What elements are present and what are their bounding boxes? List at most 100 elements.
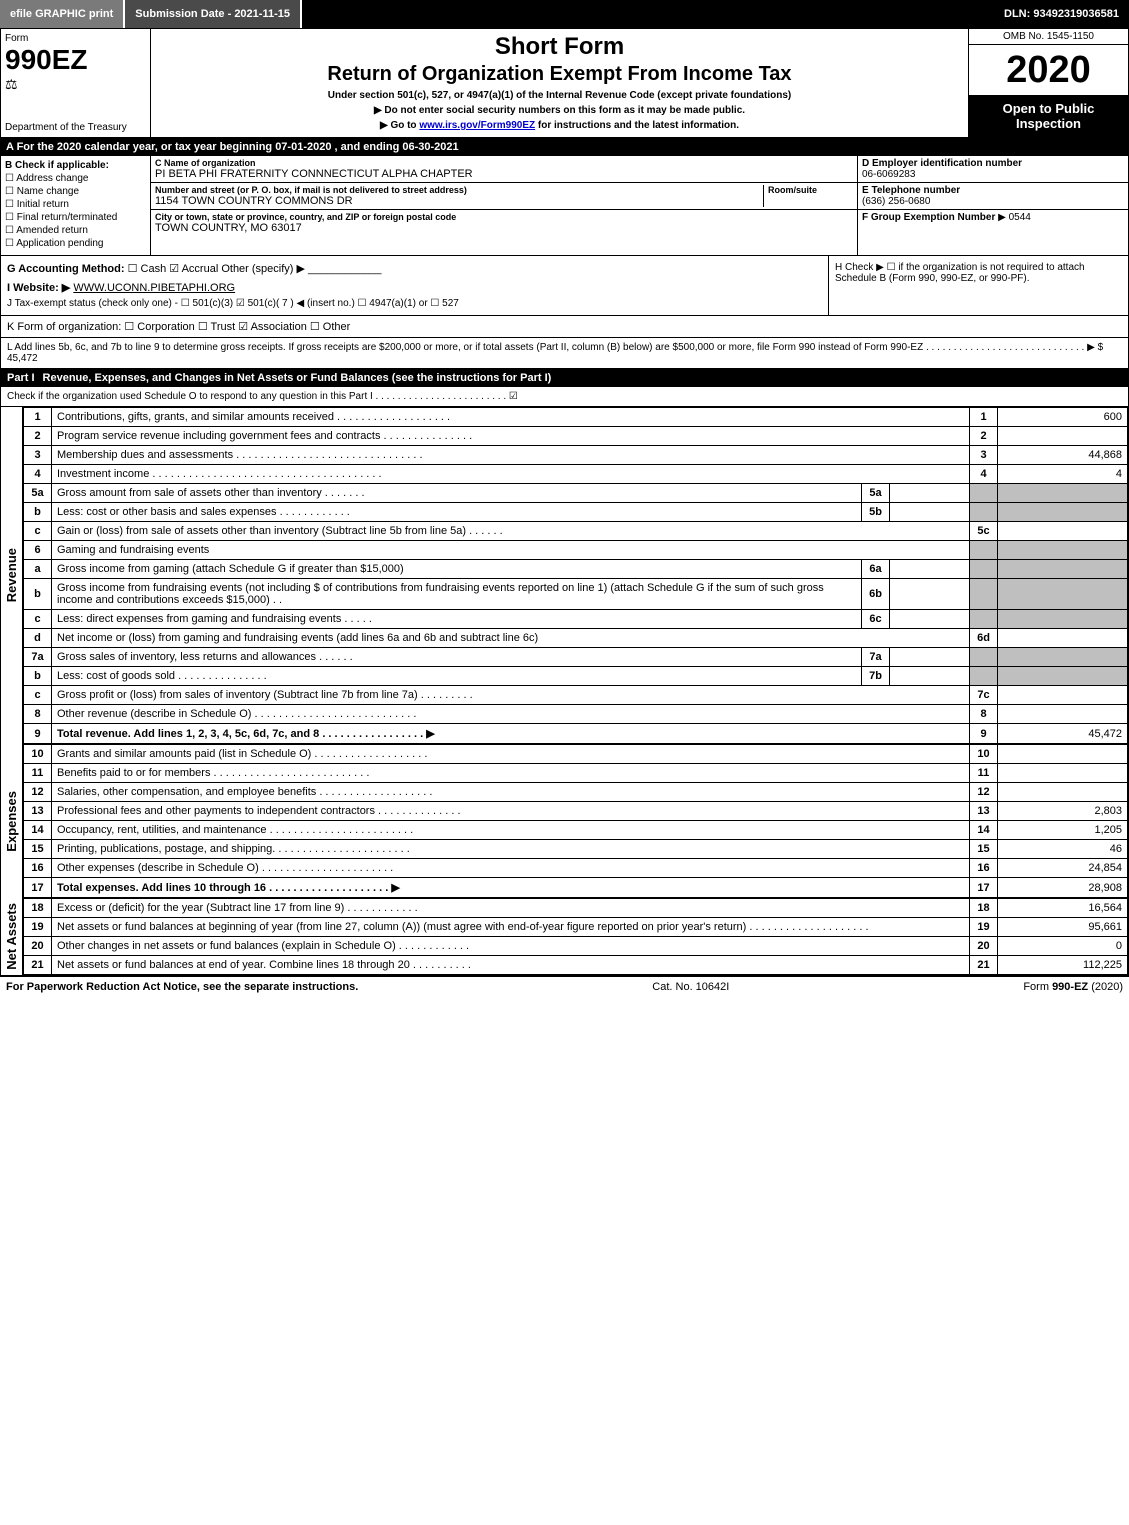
- tel-label: E Telephone number: [862, 185, 1124, 196]
- subtitle-warn: ▶ Do not enter social security numbers o…: [157, 105, 962, 116]
- table-row: 5aGross amount from sale of assets other…: [24, 484, 1128, 503]
- street-label: Number and street (or P. O. box, if mail…: [155, 185, 763, 195]
- header-middle: Short Form Return of Organization Exempt…: [151, 29, 968, 137]
- table-row: 4Investment income . . . . . . . . . . .…: [24, 465, 1128, 484]
- goto-link[interactable]: www.irs.gov/Form990EZ: [419, 120, 535, 131]
- header-right: OMB No. 1545-1150 2020 Open to Public In…: [968, 29, 1128, 137]
- row-g-h: G Accounting Method: ☐ Cash ☑ Accrual Ot…: [0, 256, 1129, 316]
- line-h: H Check ▶ ☐ if the organization is not r…: [828, 256, 1128, 315]
- form-word: Form: [5, 33, 146, 44]
- efile-print-button[interactable]: efile GRAPHIC print: [0, 0, 125, 28]
- part-1-tag: Part I: [7, 372, 43, 384]
- revenue-side-label: Revenue: [1, 407, 23, 744]
- table-row: bGross income from fundraising events (n…: [24, 579, 1128, 610]
- topbar-spacer: [302, 0, 994, 28]
- line-k: K Form of organization: ☐ Corporation ☐ …: [0, 316, 1129, 338]
- table-row: 2Program service revenue including gover…: [24, 427, 1128, 446]
- city-value: TOWN COUNTRY, MO 63017: [155, 222, 853, 234]
- goto-pre: ▶ Go to: [380, 120, 419, 131]
- room-label: Room/suite: [768, 185, 853, 195]
- tax-year: 2020: [969, 45, 1128, 95]
- table-row: 13Professional fees and other payments t…: [24, 802, 1128, 821]
- form-header: Form 990EZ ⚖ Department of the Treasury …: [0, 28, 1129, 138]
- ein-label: D Employer identification number: [862, 158, 1124, 169]
- period-bar: A For the 2020 calendar year, or tax yea…: [0, 138, 1129, 156]
- chk-amended-return[interactable]: Amended return: [5, 225, 146, 236]
- box-b: B Check if applicable: Address change Na…: [1, 156, 151, 255]
- table-row: 14Occupancy, rent, utilities, and mainte…: [24, 821, 1128, 840]
- chk-address-change[interactable]: Address change: [5, 173, 146, 184]
- table-row: 8Other revenue (describe in Schedule O) …: [24, 705, 1128, 724]
- table-row: 6Gaming and fundraising events: [24, 541, 1128, 560]
- footer-right: Form 990-EZ (2020): [1023, 981, 1123, 993]
- table-row: 1Contributions, gifts, grants, and simil…: [24, 408, 1128, 427]
- org-name-label: C Name of organization: [155, 158, 853, 168]
- expenses-table: 10Grants and similar amounts paid (list …: [23, 744, 1128, 898]
- table-row: 15Printing, publications, postage, and s…: [24, 840, 1128, 859]
- line-g-cash[interactable]: Cash: [141, 263, 167, 275]
- expenses-side-label: Expenses: [1, 744, 23, 898]
- title-short-form: Short Form: [157, 33, 962, 61]
- line-g-other[interactable]: Other (specify) ▶: [221, 263, 305, 275]
- table-row: 3Membership dues and assessments . . . .…: [24, 446, 1128, 465]
- table-row: aGross income from gaming (attach Schedu…: [24, 560, 1128, 579]
- expenses-block: Expenses 10Grants and similar amounts pa…: [0, 744, 1129, 898]
- department-label: Department of the Treasury: [5, 122, 146, 133]
- line-i-label: I Website: ▶: [7, 282, 70, 294]
- footer-left: For Paperwork Reduction Act Notice, see …: [6, 981, 358, 993]
- submission-date: Submission Date - 2021-11-15: [125, 0, 302, 28]
- table-row: bLess: cost or other basis and sales exp…: [24, 503, 1128, 522]
- line-g-label: G Accounting Method:: [7, 263, 125, 275]
- table-row: dNet income or (loss) from gaming and fu…: [24, 629, 1128, 648]
- line-j: J Tax-exempt status (check only one) - ☐…: [7, 298, 822, 309]
- goto-post: for instructions and the latest informat…: [535, 120, 739, 131]
- part-1-check: Check if the organization used Schedule …: [0, 387, 1129, 407]
- revenue-table: 1Contributions, gifts, grants, and simil…: [23, 407, 1128, 744]
- line-l: L Add lines 5b, 6c, and 7b to line 9 to …: [0, 338, 1129, 369]
- box-d: D Employer identification number 06-6069…: [858, 156, 1128, 255]
- table-row: 17Total expenses. Add lines 10 through 1…: [24, 878, 1128, 898]
- page-footer: For Paperwork Reduction Act Notice, see …: [0, 976, 1129, 997]
- omb-number: OMB No. 1545-1150: [969, 29, 1128, 45]
- table-row: 19Net assets or fund balances at beginni…: [24, 918, 1128, 937]
- tel-value: (636) 256-0680: [862, 196, 1124, 207]
- open-to-public: Open to Public Inspection: [969, 95, 1128, 137]
- table-row: 16Other expenses (describe in Schedule O…: [24, 859, 1128, 878]
- table-row: 10Grants and similar amounts paid (list …: [24, 745, 1128, 764]
- table-row: cGross profit or (loss) from sales of in…: [24, 686, 1128, 705]
- chk-final-return[interactable]: Final return/terminated: [5, 212, 146, 223]
- org-name: PI BETA PHI FRATERNITY CONNNECTICUT ALPH…: [155, 168, 853, 180]
- street-value: 1154 TOWN COUNTRY COMMONS DR: [155, 195, 763, 207]
- net-assets-block: Net Assets 18Excess or (deficit) for the…: [0, 898, 1129, 976]
- table-row: 11Benefits paid to or for members . . . …: [24, 764, 1128, 783]
- table-row: 20Other changes in net assets or fund ba…: [24, 937, 1128, 956]
- city-label: City or town, state or province, country…: [155, 212, 853, 222]
- chk-name-change[interactable]: Name change: [5, 186, 146, 197]
- subtitle-under: Under section 501(c), 527, or 4947(a)(1)…: [157, 90, 962, 101]
- part-1-title: Revenue, Expenses, and Changes in Net As…: [43, 372, 1122, 384]
- title-main: Return of Organization Exempt From Incom…: [157, 63, 962, 86]
- top-bar: efile GRAPHIC print Submission Date - 20…: [0, 0, 1129, 28]
- table-row: 12Salaries, other compensation, and empl…: [24, 783, 1128, 802]
- group-exemption-value: ▶ 0544: [998, 212, 1031, 223]
- line-i-value[interactable]: WWW.UCONN.PIBETAPHI.ORG: [73, 282, 235, 294]
- ein-value: 06-6069283: [862, 169, 1124, 180]
- part-1-header: Part I Revenue, Expenses, and Changes in…: [0, 369, 1129, 387]
- line-g-accrual[interactable]: Accrual: [182, 263, 219, 275]
- chk-initial-return[interactable]: Initial return: [5, 199, 146, 210]
- chk-application-pending[interactable]: Application pending: [5, 238, 146, 249]
- table-row: bLess: cost of goods sold . . . . . . . …: [24, 667, 1128, 686]
- header-left: Form 990EZ ⚖ Department of the Treasury: [1, 29, 151, 137]
- net-assets-table: 18Excess or (deficit) for the year (Subt…: [23, 898, 1128, 975]
- footer-mid: Cat. No. 10642I: [652, 981, 729, 993]
- dln-label: DLN: 93492319036581: [994, 0, 1129, 28]
- org-info-row: B Check if applicable: Address change Na…: [0, 156, 1129, 256]
- box-b-header: B Check if applicable:: [5, 160, 146, 171]
- net-assets-side-label: Net Assets: [1, 898, 23, 975]
- subtitle-goto: ▶ Go to www.irs.gov/Form990EZ for instru…: [157, 120, 962, 131]
- table-row: 21Net assets or fund balances at end of …: [24, 956, 1128, 975]
- revenue-block: Revenue 1Contributions, gifts, grants, a…: [0, 407, 1129, 744]
- table-row: 7aGross sales of inventory, less returns…: [24, 648, 1128, 667]
- group-exemption-label: F Group Exemption Number: [862, 212, 995, 223]
- treasury-seal-icon: ⚖: [5, 76, 146, 93]
